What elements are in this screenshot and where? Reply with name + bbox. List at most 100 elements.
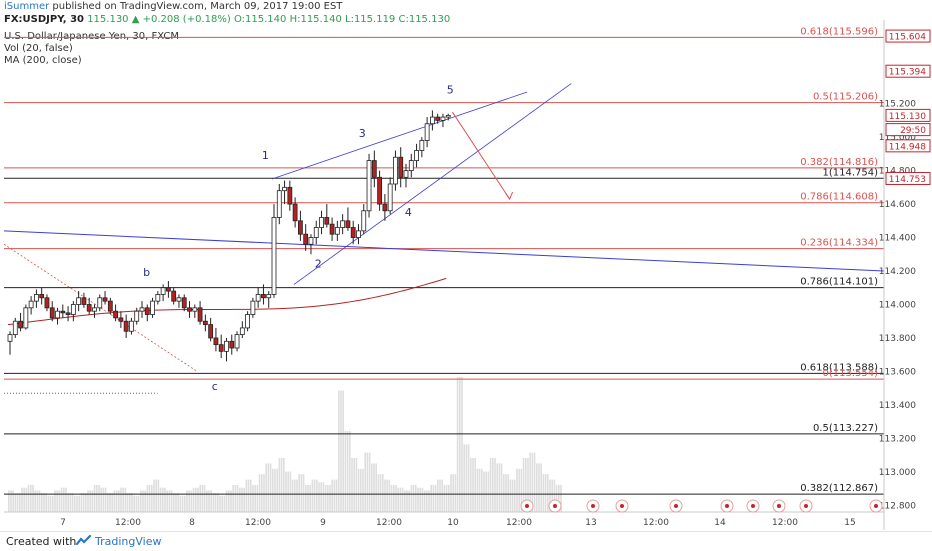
volume-bar (384, 479, 386, 512)
volume-bar (80, 493, 83, 512)
candle-body (292, 203, 298, 222)
volume-bar (476, 468, 479, 512)
price-tag (885, 108, 931, 122)
volume-bar (21, 487, 23, 512)
y-tick-label: 115.000 (879, 133, 916, 143)
tradingview-brand[interactable]: TradingView (95, 535, 162, 548)
volume-bar (487, 471, 490, 512)
candle (218, 334, 224, 359)
candle (377, 170, 383, 211)
candle-body (324, 217, 330, 225)
volume-bar (498, 463, 501, 512)
volume-bar (124, 487, 127, 512)
volume-bar (181, 495, 184, 512)
candle-body (102, 297, 108, 302)
wave-label: 5 (447, 84, 454, 97)
candle (213, 327, 219, 352)
volume-bar (470, 458, 472, 512)
volume-bar (34, 490, 36, 512)
candle-body (440, 116, 446, 121)
volume-bar (300, 474, 303, 512)
price-tag (885, 171, 931, 185)
volume-bar (118, 490, 120, 512)
volume-bar (129, 493, 131, 512)
candle (387, 177, 393, 215)
author-link[interactable]: iSummer (4, 1, 50, 12)
volume-bar (225, 490, 228, 512)
candle (282, 180, 287, 205)
volume-bar (560, 485, 562, 512)
volume-bar (96, 485, 98, 512)
candle-body (55, 310, 60, 319)
volume-bar (283, 458, 285, 512)
candle-body (350, 227, 356, 238)
fib-label: 0.5(113.227) (813, 423, 878, 434)
volume-bar (441, 479, 443, 512)
candle-body (213, 337, 219, 346)
volume-bar (514, 479, 516, 512)
volume-bar (368, 452, 371, 512)
volume-bar (390, 485, 393, 512)
candle-body (123, 320, 129, 332)
candle (424, 117, 430, 148)
volume-bar (14, 493, 17, 512)
volume-bar (357, 468, 360, 512)
volume-bar (516, 468, 518, 512)
volume-bar (335, 479, 338, 512)
candle (65, 306, 71, 322)
volume-bar (500, 463, 503, 512)
candle-body (297, 220, 303, 235)
open-value: O:115.140 (233, 14, 287, 25)
candle (345, 207, 351, 231)
candle-body (18, 320, 23, 329)
dashed-guide (3, 243, 198, 372)
candle (86, 297, 92, 315)
volume-bar (415, 485, 417, 512)
candle-body (250, 300, 256, 315)
candle-body (408, 160, 414, 172)
volume-bar (228, 490, 230, 512)
volume-bar (146, 485, 149, 512)
volume-bar (45, 493, 47, 512)
candle (118, 311, 124, 328)
price-tag (885, 29, 931, 43)
candle (266, 291, 272, 308)
volume-bar (551, 479, 553, 512)
volume-bar (265, 463, 267, 512)
candle-body (398, 156, 404, 178)
volume-bar (179, 495, 182, 512)
candle-body (356, 230, 361, 238)
candle-body (144, 307, 150, 315)
candle (287, 180, 293, 211)
indicator-ma[interactable]: MA (200, close) (4, 55, 82, 66)
volume-bar (478, 468, 481, 512)
candle-body (202, 320, 208, 325)
economic-event-dot (751, 504, 755, 508)
volume-bar (157, 479, 160, 512)
candle-body (12, 320, 18, 336)
candle-body (308, 237, 314, 245)
candle (239, 321, 245, 338)
volume-bar (525, 458, 527, 512)
volume-bar (25, 487, 28, 512)
candle-body (271, 217, 277, 295)
price-tag-label: 115.604 (889, 33, 926, 43)
volume-bar (459, 377, 461, 512)
candle-body (403, 170, 409, 178)
x-tick-label: 15 (844, 518, 855, 528)
volume-bar (166, 490, 168, 512)
volume-bar (463, 444, 465, 512)
candle-body (155, 294, 161, 302)
volume-bar (212, 493, 215, 512)
indicator-volume[interactable]: Vol (20, false) (4, 43, 73, 54)
volume-bar (219, 495, 221, 512)
candle-body (92, 307, 97, 312)
volume-bar (313, 479, 316, 512)
price-chart[interactable]: 0.618(115.596) 0.5(115.206) 0.382(114.816)… (0, 0, 932, 531)
volume-bar (162, 487, 164, 512)
volume-bar (269, 463, 272, 512)
volume-bar (443, 485, 446, 512)
volume-bar (190, 490, 193, 512)
low-value: L:115.119 (345, 14, 396, 25)
volume-bar (199, 485, 201, 512)
